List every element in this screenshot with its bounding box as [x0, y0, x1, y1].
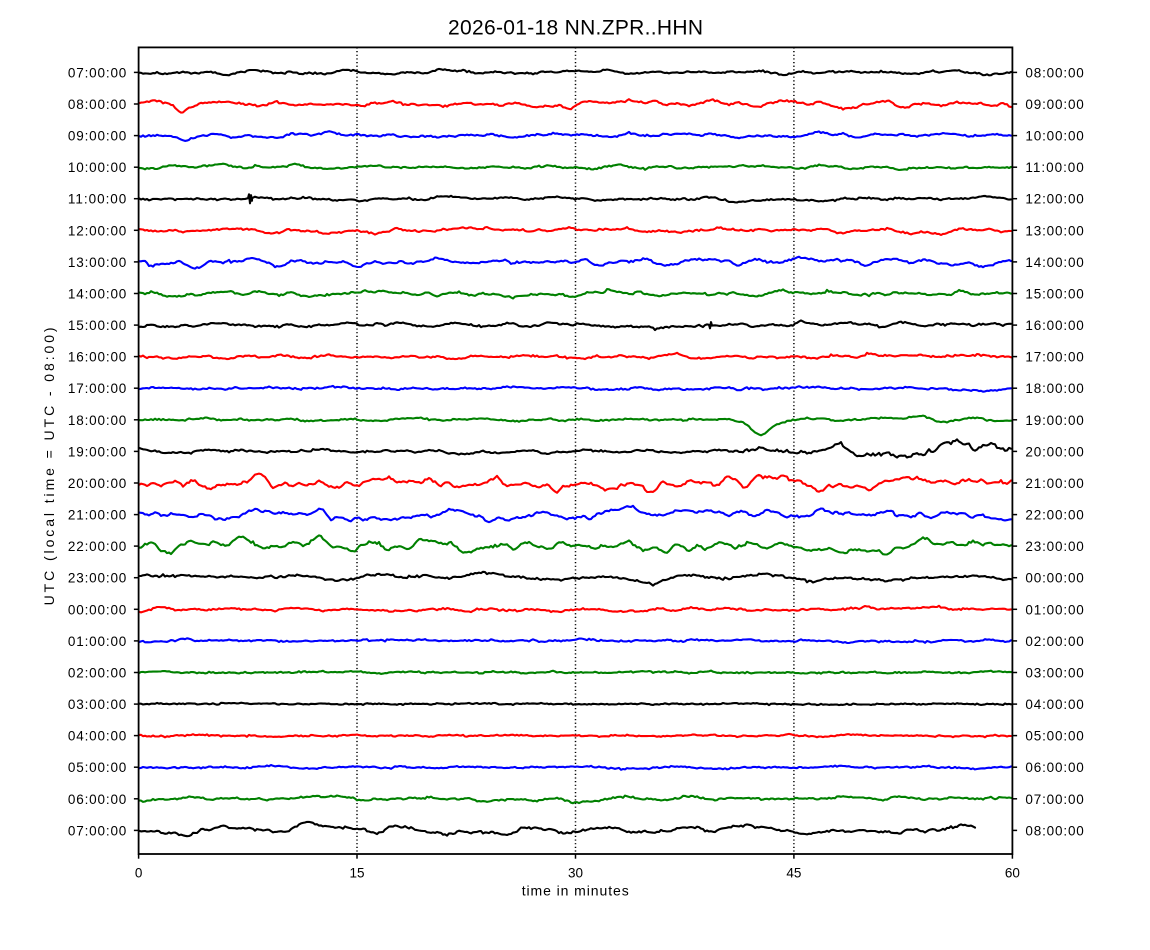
- svg-text:01:00:00: 01:00:00: [1025, 602, 1083, 617]
- svg-text:04:00:00: 04:00:00: [1025, 697, 1083, 712]
- svg-text:23:00:00: 23:00:00: [1025, 539, 1083, 554]
- svg-text:02:00:00: 02:00:00: [1025, 634, 1083, 649]
- svg-text:13:00:00: 13:00:00: [1025, 223, 1083, 238]
- svg-text:16:00:00: 16:00:00: [68, 350, 126, 365]
- svg-text:2026-01-18 NN.ZPR..HHN: 2026-01-18 NN.ZPR..HHN: [448, 16, 703, 39]
- svg-text:18:00:00: 18:00:00: [1025, 381, 1083, 396]
- svg-text:02:00:00: 02:00:00: [68, 666, 126, 681]
- svg-text:45: 45: [786, 866, 801, 881]
- svg-text:06:00:00: 06:00:00: [1025, 760, 1083, 775]
- svg-text:19:00:00: 19:00:00: [1025, 413, 1083, 428]
- svg-text:20:00:00: 20:00:00: [1025, 444, 1083, 459]
- svg-text:15:00:00: 15:00:00: [68, 318, 126, 333]
- svg-text:03:00:00: 03:00:00: [68, 697, 126, 712]
- svg-text:20:00:00: 20:00:00: [68, 476, 126, 491]
- svg-text:15:00:00: 15:00:00: [1025, 287, 1083, 302]
- svg-text:14:00:00: 14:00:00: [68, 287, 126, 302]
- svg-text:23:00:00: 23:00:00: [68, 571, 126, 586]
- svg-text:08:00:00: 08:00:00: [68, 97, 126, 112]
- svg-text:07:00:00: 07:00:00: [68, 65, 126, 80]
- svg-text:18:00:00: 18:00:00: [68, 413, 126, 428]
- svg-text:16:00:00: 16:00:00: [1025, 318, 1083, 333]
- svg-text:09:00:00: 09:00:00: [1025, 97, 1083, 112]
- svg-text:01:00:00: 01:00:00: [68, 634, 126, 649]
- svg-text:22:00:00: 22:00:00: [68, 539, 126, 554]
- svg-text:00:00:00: 00:00:00: [68, 602, 126, 617]
- svg-text:12:00:00: 12:00:00: [1025, 192, 1083, 207]
- svg-text:06:00:00: 06:00:00: [68, 792, 126, 807]
- svg-text:11:00:00: 11:00:00: [68, 192, 126, 207]
- svg-text:21:00:00: 21:00:00: [1025, 476, 1083, 491]
- svg-text:07:00:00: 07:00:00: [1025, 792, 1083, 807]
- svg-text:00:00:00: 00:00:00: [1025, 571, 1083, 586]
- svg-text:15: 15: [349, 866, 364, 881]
- svg-text:08:00:00: 08:00:00: [1025, 65, 1083, 80]
- svg-text:09:00:00: 09:00:00: [68, 129, 126, 144]
- svg-text:05:00:00: 05:00:00: [68, 760, 126, 775]
- svg-text:21:00:00: 21:00:00: [68, 508, 126, 523]
- svg-text:04:00:00: 04:00:00: [68, 729, 126, 744]
- svg-text:08:00:00: 08:00:00: [1025, 823, 1083, 838]
- svg-text:11:00:00: 11:00:00: [1025, 160, 1083, 175]
- svg-text:17:00:00: 17:00:00: [68, 381, 126, 396]
- svg-text:05:00:00: 05:00:00: [1025, 729, 1083, 744]
- svg-text:time in minutes: time in minutes: [522, 883, 629, 899]
- svg-text:17:00:00: 17:00:00: [1025, 350, 1083, 365]
- svg-text:03:00:00: 03:00:00: [1025, 666, 1083, 681]
- svg-text:14:00:00: 14:00:00: [1025, 255, 1083, 270]
- svg-text:12:00:00: 12:00:00: [68, 223, 126, 238]
- svg-text:60: 60: [1005, 866, 1020, 881]
- svg-text:10:00:00: 10:00:00: [68, 160, 126, 175]
- svg-text:13:00:00: 13:00:00: [68, 255, 126, 270]
- svg-text:19:00:00: 19:00:00: [68, 444, 126, 459]
- svg-text:0: 0: [135, 866, 143, 881]
- svg-text:07:00:00: 07:00:00: [68, 823, 126, 838]
- svg-text:30: 30: [568, 866, 583, 881]
- svg-text:10:00:00: 10:00:00: [1025, 129, 1083, 144]
- svg-text:22:00:00: 22:00:00: [1025, 508, 1083, 523]
